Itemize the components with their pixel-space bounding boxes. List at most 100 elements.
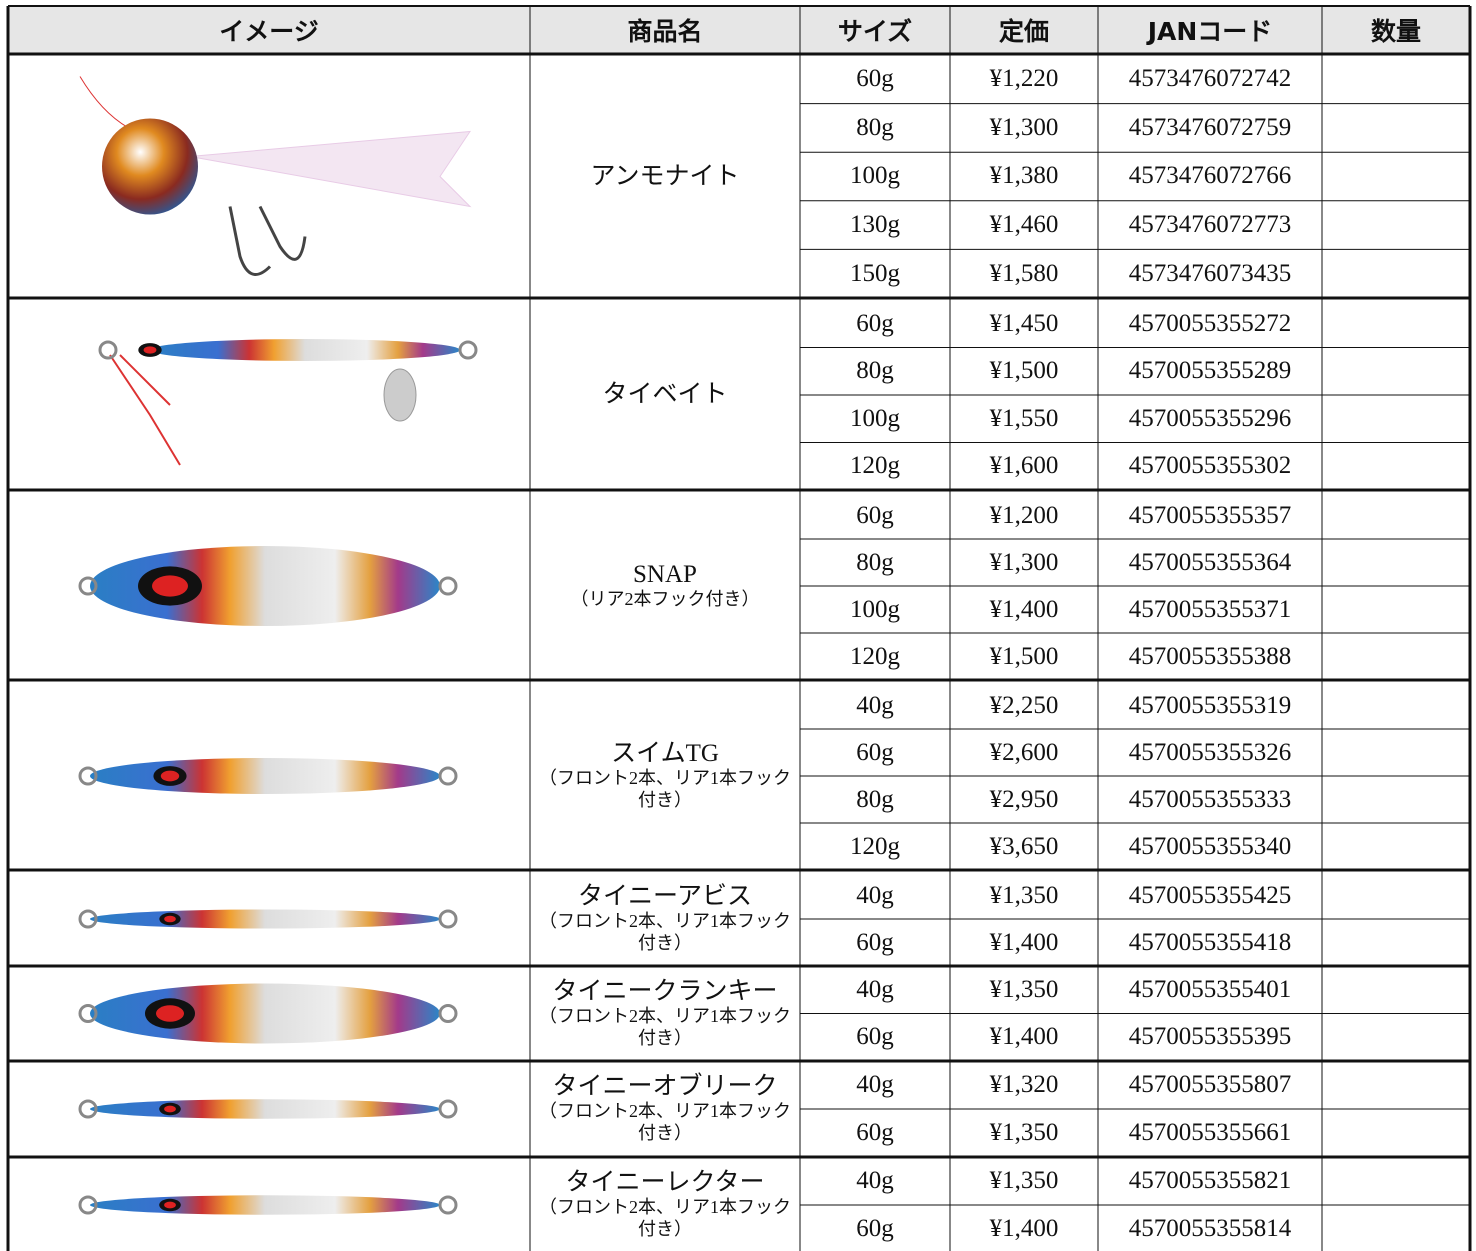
table-cell: ¥1,400 xyxy=(950,1014,1098,1062)
variant-price: ¥1,350 xyxy=(989,1119,1059,1146)
table-cell: 100g xyxy=(800,586,950,633)
table-cell: 80g xyxy=(800,539,950,586)
table-cell: スイムTG （フロント2本、リア1本フック付き） xyxy=(530,682,800,870)
variant-size: 120g xyxy=(850,642,900,670)
header-label: 定価 xyxy=(998,17,1049,46)
table-cell: ¥1,300 xyxy=(950,539,1098,586)
variant-size: 100g xyxy=(850,404,900,432)
table-cell: 100g xyxy=(800,152,950,201)
variant-price: ¥1,400 xyxy=(989,928,1059,956)
eyelet xyxy=(78,576,98,596)
eyelet xyxy=(78,766,98,786)
variant-size: 40g xyxy=(856,1167,894,1194)
header-label: イメージ xyxy=(219,17,319,46)
variant-jan: 4573476072742 xyxy=(1128,65,1292,93)
variant-size: 40g xyxy=(856,1071,894,1098)
product-image xyxy=(78,909,458,929)
lure-body xyxy=(90,546,440,626)
table-cell: 4570055355333 xyxy=(1098,776,1322,823)
variant-jan: 4570055355371 xyxy=(1128,595,1292,623)
eye xyxy=(164,1105,176,1113)
table-cell: 4573476072742 xyxy=(1098,55,1322,104)
variant-jan: 4570055355401 xyxy=(1128,975,1292,1003)
eyelet xyxy=(438,1195,458,1215)
variant-size: 130g xyxy=(850,211,900,239)
variant-size: 40g xyxy=(856,975,894,1003)
table-cell: 4570055355425 xyxy=(1098,872,1322,919)
table-cell: ¥1,400 xyxy=(950,919,1098,966)
table-cell: 100g xyxy=(800,395,950,443)
product-note: （フロント2本、リア1本フック付き） xyxy=(539,1101,791,1143)
variant-size: 60g xyxy=(856,501,894,529)
header-label: 数量 xyxy=(1370,17,1421,46)
product-note: （フロント2本、リア1本フック付き） xyxy=(539,911,791,953)
table-cell: タイニーオブリーク （フロント2本、リア1本フック付き） xyxy=(530,1061,800,1157)
variant-price: ¥1,350 xyxy=(989,881,1059,909)
eye xyxy=(152,575,188,597)
table-cell: 4573476073435 xyxy=(1098,249,1322,298)
variant-jan: 4573476073435 xyxy=(1128,259,1292,287)
product-image xyxy=(79,76,472,276)
variant-price: ¥1,500 xyxy=(989,642,1059,670)
eye xyxy=(160,770,180,782)
blade xyxy=(383,368,417,422)
header-label: JANコード xyxy=(1147,17,1273,46)
table-cell: 4570055355302 xyxy=(1098,443,1322,491)
variant-size: 60g xyxy=(856,738,894,766)
lure-body xyxy=(150,339,460,361)
table-cell: 4570055355388 xyxy=(1098,633,1322,680)
table-cell: JANコード xyxy=(1098,6,1322,54)
table-cell: 4570055355661 xyxy=(1098,1109,1322,1157)
eyelet xyxy=(78,1004,98,1023)
variant-price: ¥1,380 xyxy=(989,162,1059,190)
table-cell: ¥1,350 xyxy=(950,1109,1098,1157)
table-cell: サイズ xyxy=(800,6,950,54)
variant-price: ¥1,320 xyxy=(989,1071,1059,1098)
table-cell: 40g xyxy=(800,966,950,1014)
table-cell: 80g xyxy=(800,776,950,823)
lure-body xyxy=(90,758,440,794)
table-cell: 60g xyxy=(800,919,950,966)
table-cell: 60g xyxy=(800,300,950,348)
table-cell: 4570055355401 xyxy=(1098,966,1322,1014)
table-cell: 4570055355418 xyxy=(1098,919,1322,966)
variant-price: ¥1,220 xyxy=(989,65,1059,93)
table-cell: 商品名 xyxy=(530,6,800,54)
variant-jan: 4570055355333 xyxy=(1128,785,1292,813)
variant-size: 150g xyxy=(850,259,900,287)
product-note: （リア2本フック付き） xyxy=(570,589,760,609)
table-cell: 4570055355319 xyxy=(1098,682,1322,729)
eye xyxy=(164,915,176,923)
table-cell: 4570055355395 xyxy=(1098,1014,1322,1062)
table-cell: タイベイト xyxy=(530,300,800,490)
table-cell: ¥1,350 xyxy=(950,966,1098,1014)
variant-jan: 4570055355319 xyxy=(1128,691,1292,719)
variant-jan: 4570055355302 xyxy=(1128,452,1292,480)
variant-jan: 4570055355814 xyxy=(1128,1215,1292,1242)
header-label: サイズ xyxy=(837,17,913,46)
variant-jan: 4573476072773 xyxy=(1128,211,1292,239)
variant-size: 60g xyxy=(856,928,894,956)
hook xyxy=(228,205,307,276)
variant-price: ¥1,400 xyxy=(989,1215,1059,1242)
variant-size: 80g xyxy=(856,113,894,141)
table-cell: ¥1,580 xyxy=(950,249,1098,298)
variant-price: ¥1,300 xyxy=(989,113,1059,141)
table-cell: ¥1,460 xyxy=(950,201,1098,250)
table-cell: 60g xyxy=(800,1109,950,1157)
variant-price: ¥1,350 xyxy=(989,1167,1059,1194)
product-name: タイベイト xyxy=(602,381,728,408)
table-cell: 4573476072759 xyxy=(1098,104,1322,153)
variant-jan: 4570055355388 xyxy=(1128,642,1292,670)
table-cell: ¥1,500 xyxy=(950,348,1098,396)
table-cell: 40g xyxy=(800,1061,950,1109)
eyelet xyxy=(98,340,118,360)
variant-price: ¥1,600 xyxy=(989,452,1059,480)
table-cell: ¥1,380 xyxy=(950,152,1098,201)
variant-price: ¥1,460 xyxy=(989,211,1059,239)
table-cell: ¥1,300 xyxy=(950,104,1098,153)
table-cell: 80g xyxy=(800,104,950,153)
table-cell: 4570055355371 xyxy=(1098,586,1322,633)
eyelet xyxy=(438,576,458,596)
